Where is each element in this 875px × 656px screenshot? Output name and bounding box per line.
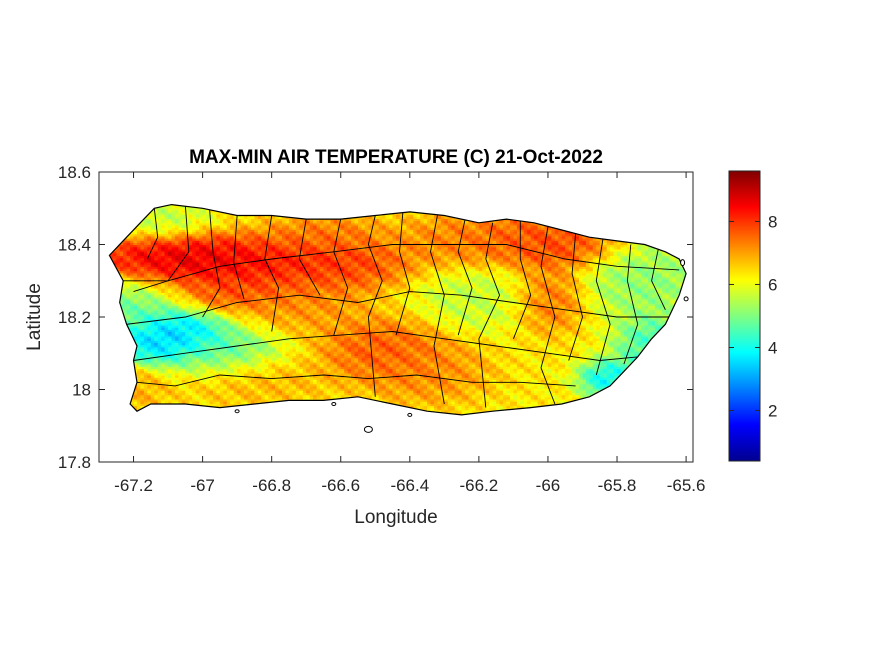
x-tick-label: -67.2	[114, 476, 153, 495]
x-tick-label: -65.8	[598, 476, 637, 495]
x-tick-label: -67	[190, 476, 215, 495]
islet	[234, 409, 240, 414]
x-tick-label: -65.6	[667, 476, 706, 495]
colorbar-tick-label: 6	[768, 275, 777, 294]
municipality-boundary	[540, 226, 556, 405]
y-tick-label: 18	[72, 381, 91, 400]
municipality-boundary	[395, 211, 411, 336]
y-tick-label: 18.6	[58, 163, 91, 182]
municipality-boundary	[133, 331, 638, 361]
municipality-boundary	[457, 219, 473, 336]
municipality-boundary	[119, 244, 680, 282]
islet	[331, 402, 337, 406]
colorbar-tick-label: 8	[768, 212, 777, 231]
colorbar-tick-label: 2	[768, 402, 777, 421]
y-tick-label: 18.2	[58, 308, 91, 327]
municipality-boundaries	[119, 204, 680, 408]
colorbar-tick-label: 4	[768, 339, 777, 358]
x-tick-label: -66.8	[252, 476, 291, 495]
x-tick-label: -66.2	[460, 476, 499, 495]
y-tick-label: 18.4	[58, 236, 91, 255]
municipality-boundary	[623, 244, 639, 365]
municipality-boundary	[478, 222, 501, 408]
municipality-boundary	[136, 374, 576, 387]
chart-title: MAX-MIN AIR TEMPERATURE (C) 21-Oct-2022	[189, 147, 603, 168]
municipality-boundary	[298, 219, 321, 296]
x-tick-label: -66.6	[321, 476, 360, 495]
x-tick-label: -66	[536, 476, 561, 495]
islet	[363, 425, 373, 433]
municipality-boundary	[430, 215, 445, 405]
islet	[683, 296, 689, 302]
municipality-boundary	[568, 233, 583, 361]
offshore-islets	[234, 259, 689, 433]
x-tick-label: -66.4	[390, 476, 429, 495]
y-axis-label: Latitude	[24, 283, 45, 351]
island-coastline	[108, 203, 687, 416]
colorbar	[728, 170, 761, 462]
x-axis-ticks: -67.2 -67 -66.8 -66.6 -66.4 -66.2 -66 -65.8 -65.…	[114, 172, 705, 495]
municipality-boundary	[651, 248, 666, 310]
y-axis-ticks: 17.8 18 18.2 18.4 18.6	[58, 163, 693, 472]
municipality-boundary	[126, 291, 669, 325]
municipality-boundary	[146, 208, 159, 260]
municipality-boundary	[595, 237, 611, 376]
municipality-boundary	[333, 219, 349, 336]
x-axis-label: Longitude	[354, 507, 437, 528]
municipality-boundary	[367, 215, 383, 397]
municipality-boundary	[133, 204, 190, 293]
municipality-boundary	[202, 208, 221, 318]
municipality-boundary	[512, 219, 532, 339]
colorbar-ticks: 2 4 6 8	[729, 212, 777, 421]
y-tick-label: 17.8	[58, 453, 91, 472]
municipality-boundary	[233, 215, 245, 300]
islet	[407, 412, 413, 417]
municipality-boundary	[264, 215, 280, 332]
islet	[680, 259, 686, 267]
